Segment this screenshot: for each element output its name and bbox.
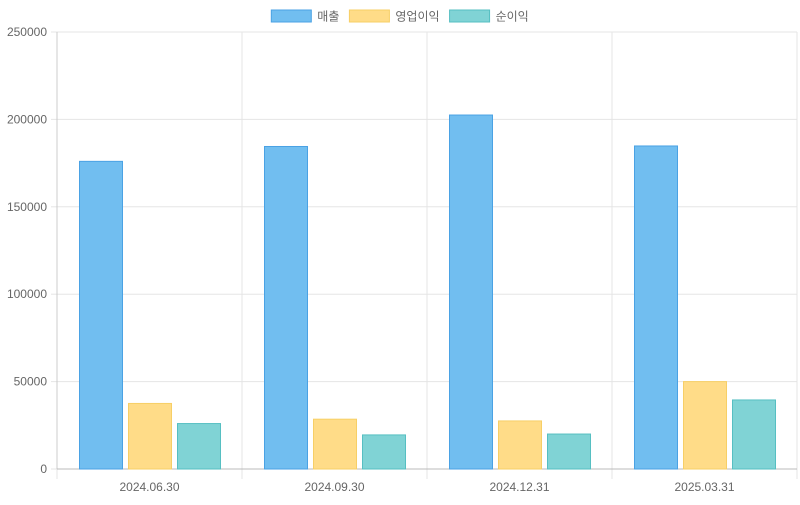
bar-2[interactable] bbox=[128, 402, 172, 470]
y-tick-label: 200000 bbox=[7, 112, 47, 126]
legend-label: 매출 bbox=[317, 10, 339, 24]
x-tick-label: 2024.09.30 bbox=[304, 480, 364, 494]
bar-1[interactable] bbox=[79, 160, 123, 470]
bars bbox=[79, 114, 776, 470]
bar-2[interactable] bbox=[313, 418, 357, 470]
x-tick-label: 2025.03.31 bbox=[674, 480, 734, 494]
legend-swatch bbox=[348, 9, 390, 23]
legend-swatch bbox=[449, 9, 491, 23]
legend[interactable]: 매출 영업이익 순이익 bbox=[270, 9, 529, 24]
y-tick-label: 0 bbox=[40, 462, 47, 476]
y-tick-label: 50000 bbox=[14, 375, 48, 389]
bar-2[interactable] bbox=[683, 381, 727, 470]
legend-item[interactable]: 매출 bbox=[270, 9, 339, 24]
y-tick-label: 250000 bbox=[7, 25, 47, 39]
bar-1[interactable] bbox=[264, 145, 308, 470]
legend-swatch bbox=[270, 9, 312, 23]
x-tick-label: 2024.06.30 bbox=[119, 480, 179, 494]
bar-3[interactable] bbox=[177, 423, 221, 470]
bar-3[interactable] bbox=[547, 433, 591, 470]
axes: 0 50000 100000 150000 200000 250000 2024.06.30… bbox=[7, 25, 797, 494]
y-tick-label: 100000 bbox=[7, 287, 47, 301]
bar-3[interactable] bbox=[732, 399, 776, 470]
legend-item[interactable]: 영업이익 bbox=[348, 9, 440, 24]
legend-label: 영업이익 bbox=[395, 10, 439, 24]
bar-3[interactable] bbox=[362, 434, 406, 470]
bar-1[interactable] bbox=[634, 145, 678, 470]
x-tick-label: 2024.12.31 bbox=[489, 480, 549, 494]
legend-label: 순이익 bbox=[496, 10, 529, 24]
bar-1[interactable] bbox=[449, 114, 493, 470]
legend-item[interactable]: 순이익 bbox=[449, 9, 529, 24]
y-tick-label: 150000 bbox=[7, 200, 47, 214]
bar-2[interactable] bbox=[498, 420, 542, 470]
